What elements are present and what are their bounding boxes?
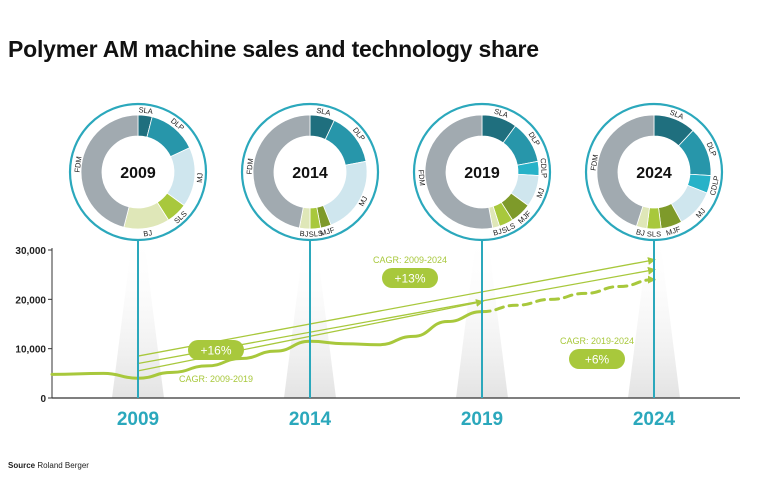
- y-tick-label: 20,000: [15, 295, 46, 306]
- donut-label-fdm: FDM: [73, 156, 84, 173]
- donut-label-sla: SLA: [316, 106, 332, 118]
- donut-label-sla: SLA: [493, 107, 509, 120]
- cagr-pill-1: [382, 268, 438, 288]
- x-year-label-2009: 2009: [117, 409, 159, 430]
- donut-label-cdlp: CDLP: [539, 158, 549, 179]
- donut-label-sls: SLS: [647, 230, 661, 239]
- donut-label-fdm: FDM: [589, 154, 600, 171]
- donut-hole: [275, 137, 345, 207]
- donut-label-mjf: MJF: [665, 224, 682, 237]
- donut-label-mj: MJ: [195, 172, 205, 183]
- x-year-label-2024: 2024: [633, 409, 676, 430]
- donut-segment-fdm: [252, 114, 311, 229]
- donut-segment-fdm: [596, 114, 655, 227]
- donut-label-fdm: FDM: [416, 169, 426, 186]
- donut-label-bj: BJ: [635, 227, 646, 238]
- donut-label-sla: SLA: [138, 105, 153, 116]
- donut-label-mjf: MJF: [319, 225, 336, 238]
- donut-label-mj: MJ: [535, 187, 547, 200]
- donut-hole: [103, 137, 173, 207]
- chart-title: Polymer AM machine sales and technology …: [8, 36, 539, 62]
- cagr-caption-2: CAGR: 2009-2019: [179, 374, 253, 384]
- cagr-caption-3: CAGR: 2019-2024: [560, 336, 634, 346]
- x-year-label-2019: 2019: [461, 409, 503, 430]
- cagr-pill-2: [188, 340, 244, 360]
- donut-year-label: 2014: [292, 165, 328, 182]
- donut-label-sls: SLS: [308, 229, 323, 239]
- y-tick-label: 10,000: [15, 345, 46, 356]
- cagr-pill-3: [569, 349, 625, 369]
- source-value: Roland Berger: [37, 461, 89, 470]
- cagr-value-3: +6%: [585, 353, 610, 367]
- donut-label-cdlp: CDLP: [708, 175, 721, 196]
- donut-label-bj: BJ: [299, 229, 309, 239]
- donut-year-label: 2009: [120, 165, 156, 182]
- donut-label-mj: MJ: [357, 194, 370, 207]
- donut-label-bj: BJ: [143, 228, 153, 238]
- donut-year-label: 2024: [636, 165, 672, 182]
- cagr-caption-1: CAGR: 2009-2024: [373, 255, 447, 265]
- source-label: Source: [8, 461, 36, 470]
- donut-year-label: 2019: [464, 165, 500, 182]
- y-tick-label: 30,000: [15, 246, 46, 257]
- forecast-sales-line: [480, 275, 656, 314]
- x-year-label-2014: 2014: [289, 409, 332, 430]
- cagr-value-1: +13%: [394, 272, 425, 286]
- donut-hole: [447, 137, 517, 207]
- donut-hole: [619, 137, 689, 207]
- donut-segment-fdm: [80, 114, 139, 228]
- donut-label-fdm: FDM: [245, 158, 255, 175]
- donut-label-bj: BJ: [492, 227, 503, 238]
- donut-segment-fdm: [424, 114, 494, 230]
- y-tick-label: 0: [40, 394, 46, 405]
- cagr-value-2: +16%: [200, 344, 231, 358]
- source-note: Source Roland Berger: [8, 461, 89, 470]
